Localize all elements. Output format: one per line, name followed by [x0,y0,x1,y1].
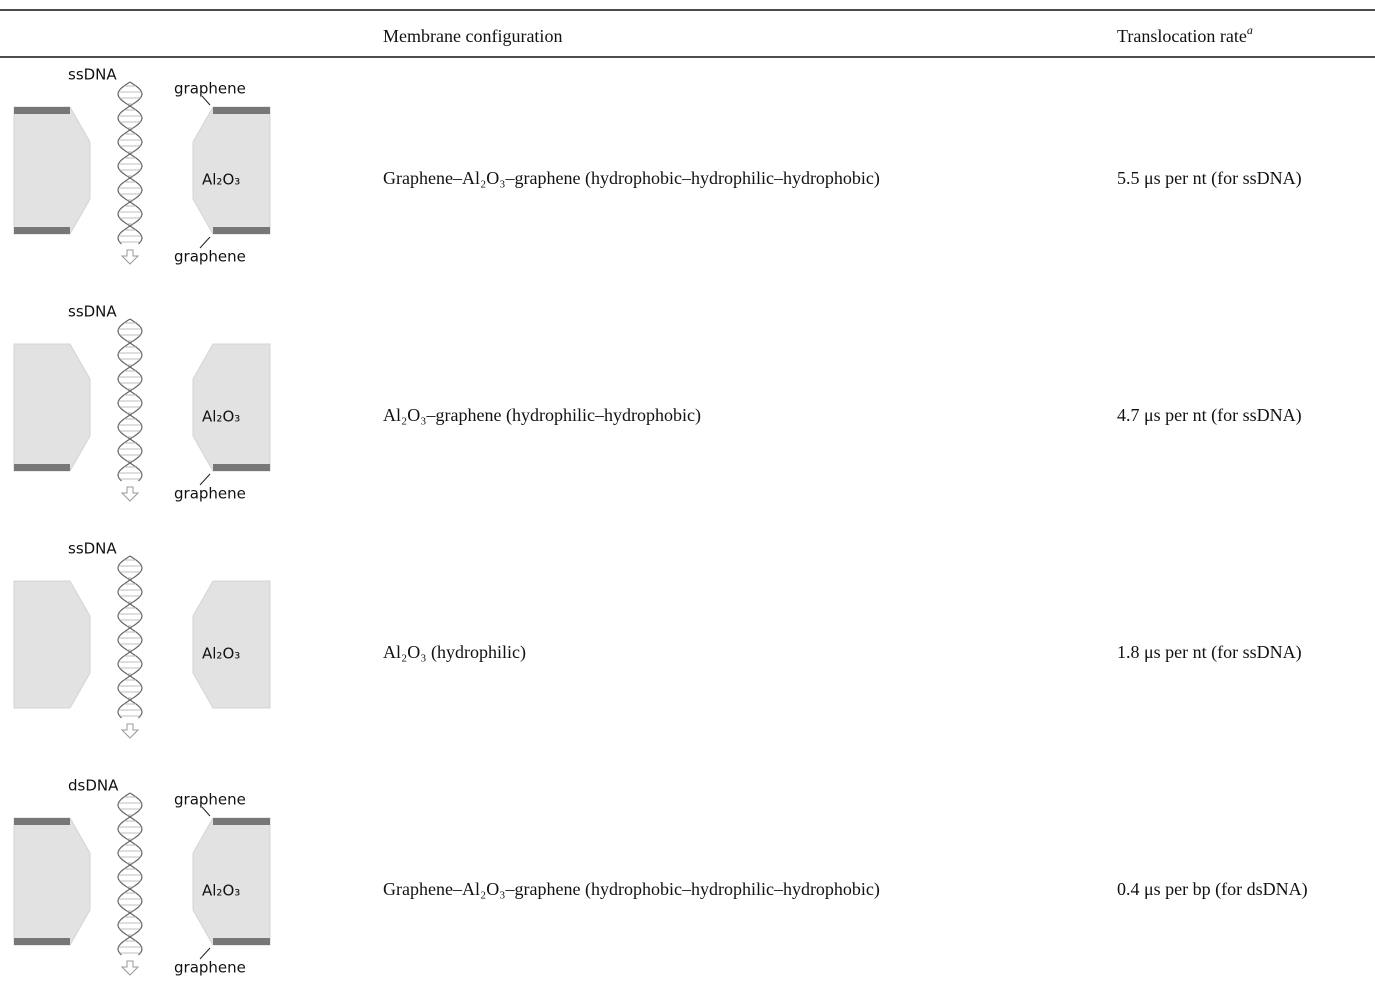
material-label: Al₂O₃ [202,882,240,900]
leader-line [201,806,211,817]
dna-strand [117,81,143,245]
footnote-mark: a [1247,23,1253,37]
material-label: Al₂O₃ [202,645,240,663]
alumina-block [192,580,271,709]
flow-arrow [120,960,140,976]
dna-strand [117,792,143,956]
rate-cell: 0.4 μs per bp (for dsDNA) [1117,879,1308,900]
header-text: Translocation rate [1117,26,1247,46]
alumina-block [13,343,91,472]
dna-strand [117,555,143,719]
material-label: Al₂O₃ [202,171,240,189]
rate-cell: 4.7 μs per nt (for ssDNA) [1117,405,1302,426]
alumina-block [13,106,91,235]
flow-arrow [120,723,140,739]
strand-label: ssDNA [68,303,117,321]
leader-line [201,95,211,106]
graphene-layer [213,938,270,945]
graphene-label: graphene [174,791,246,809]
alumina-block [13,817,91,946]
configuration-cell: Graphene–Al₂O₃–graphene (hydrophobic–hyd… [383,879,880,900]
graphene-layer [14,227,70,234]
graphene-layer [213,464,270,471]
graphene-label: graphene [174,959,246,977]
strand-label: dsDNA [68,777,119,795]
rate-cell: 5.5 μs per nt (for ssDNA) [1117,168,1302,189]
graphene-layer [213,818,270,825]
dna-strand [117,81,143,245]
dna-strand [117,555,143,719]
configuration-cell: Al₂O₃–graphene (hydrophilic–hydrophobic) [383,405,701,426]
strand-label: ssDNA [68,66,117,84]
graphene-layer [14,464,70,471]
flow-arrow [120,486,140,502]
graphene-label: graphene [174,485,246,503]
graphene-layer [213,227,270,234]
strand-label: ssDNA [68,540,117,558]
leader-line [199,947,211,960]
graphene-layer [14,107,70,114]
configuration-cell: Al₂O₃ (hydrophilic) [383,642,526,663]
graphene-label: graphene [174,80,246,98]
dna-strand [117,792,143,956]
alumina-block [13,580,91,709]
header-cell: Translocation ratea [1117,23,1253,46]
graphene-layer [213,107,270,114]
leader-line [199,236,211,249]
header-cell: Membrane configuration [383,26,562,46]
flow-arrow [120,249,140,265]
material-label: Al₂O₃ [202,408,240,426]
leader-line [199,473,211,486]
graphene-layer [14,818,70,825]
dna-strand [117,318,143,482]
rate-cell: 1.8 μs per nt (for ssDNA) [1117,642,1302,663]
dna-strand [117,318,143,482]
configuration-cell: Graphene–Al₂O₃–graphene (hydrophobic–hyd… [383,168,880,189]
graphene-label: graphene [174,248,246,266]
graphene-layer [14,938,70,945]
